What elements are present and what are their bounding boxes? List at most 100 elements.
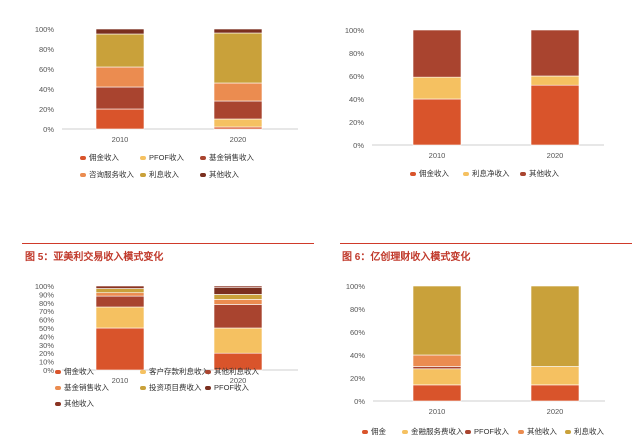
bar-segment bbox=[213, 82, 263, 102]
legend-item: 投资项目费收入 bbox=[140, 382, 202, 393]
bar-segment bbox=[213, 304, 263, 329]
chart-panel-4: 图 6：亿创理财收入模式变化 0% 20% 40% 60% 80% 100% 2010 202… bbox=[320, 240, 640, 438]
bar-segment bbox=[95, 108, 145, 130]
legend-item: 其他收入 bbox=[200, 169, 239, 180]
y-tick-label: 60% bbox=[39, 316, 54, 325]
bar-segment bbox=[213, 28, 263, 34]
legend-label: 其他收入 bbox=[527, 427, 557, 436]
legend-item: 其他利息收入 bbox=[205, 366, 259, 377]
bar-segment bbox=[213, 299, 263, 305]
x-category-label: 2020 bbox=[230, 376, 247, 385]
legend-item: 金融服务费收入 bbox=[402, 426, 464, 437]
legend-label: 基金销售收入 bbox=[64, 383, 109, 392]
legend-item: 利息净收入 bbox=[463, 168, 510, 179]
y-tick-label: 60% bbox=[39, 65, 54, 74]
bar-segment bbox=[213, 294, 263, 300]
bar-segment bbox=[213, 118, 263, 128]
legend-item: 咨询服务收入 bbox=[80, 169, 134, 180]
bar-segment bbox=[412, 366, 462, 370]
legend-item: PFOF收入 bbox=[140, 152, 184, 163]
y-tick-label: 80% bbox=[39, 45, 54, 54]
legend-swatch bbox=[55, 401, 61, 406]
legend-item: 基金销售收入 bbox=[55, 382, 109, 393]
x-category-label: 2010 bbox=[112, 135, 129, 144]
legend-item: 佣金收入 bbox=[55, 366, 94, 377]
bar-segment bbox=[95, 295, 145, 308]
legend-label: 佣金收入 bbox=[419, 169, 449, 178]
y-tick-label: 100% bbox=[35, 25, 55, 34]
bar-segment bbox=[95, 306, 145, 329]
bar-segment bbox=[530, 384, 580, 402]
bar-segment bbox=[412, 98, 462, 146]
bar-segment bbox=[530, 29, 580, 77]
chart-3-plot: 0%10%20%30%40%50%60%70%80%90%100% 2010 202… bbox=[35, 282, 298, 385]
y-tick-label: 80% bbox=[349, 49, 364, 58]
legend-item: 客户存款利息收入 bbox=[140, 366, 209, 377]
legend-swatch bbox=[520, 171, 526, 176]
chart-panel-2: 0% 20% 40% 60% 80% 100% 2010 2020 佣金收入 利息净收入 其他收入 bbox=[320, 0, 640, 219]
y-tick-label: 70% bbox=[39, 307, 54, 316]
bar-segment bbox=[412, 285, 462, 356]
chart-panel-3: 图 5：亚美利交易收入模式变化 0% 10% 20% 30% 40% 50% 60% 70% 8… bbox=[0, 240, 320, 438]
legend-swatch bbox=[140, 385, 146, 390]
legend-item: 其他收入 bbox=[518, 426, 557, 437]
legend-label: 基金销售收入 bbox=[209, 153, 254, 162]
bar-segment bbox=[213, 287, 263, 295]
legend-label: 咨询服务收入 bbox=[89, 170, 134, 179]
legend-swatch bbox=[362, 429, 368, 434]
y-tick-label: 60% bbox=[349, 72, 364, 81]
chart-3-title-rule bbox=[22, 243, 314, 244]
bar-segment bbox=[95, 86, 145, 110]
legend-swatch bbox=[55, 385, 61, 390]
y-tick-label: 0% bbox=[43, 366, 54, 375]
y-tick-label: 10% bbox=[39, 358, 54, 367]
legend-swatch bbox=[200, 172, 206, 177]
y-tick-label: 40% bbox=[349, 95, 364, 104]
legend-swatch bbox=[463, 171, 469, 176]
bar-segment bbox=[95, 285, 145, 289]
bar-segment bbox=[95, 288, 145, 294]
bar-segment bbox=[530, 84, 580, 146]
legend-swatch bbox=[402, 429, 408, 434]
legend-swatch bbox=[200, 155, 206, 160]
legend-swatch bbox=[55, 369, 61, 374]
bar-segment bbox=[213, 285, 263, 288]
chart-4-plot: 0% 20% 40% 60% 80% 100% 2010 2020 bbox=[346, 282, 605, 416]
legend-label: 利息净收入 bbox=[472, 169, 510, 178]
bar-segment bbox=[213, 126, 263, 130]
y-tick-label: 80% bbox=[39, 299, 54, 308]
x-category-label: 2020 bbox=[230, 135, 247, 144]
y-tick-label: 20% bbox=[39, 349, 54, 358]
legend-label: 佣金收入 bbox=[89, 153, 119, 162]
bar-segment bbox=[530, 366, 580, 386]
y-tick-label: 80% bbox=[350, 305, 365, 314]
legend-item: 基金销售收入 bbox=[200, 152, 254, 163]
y-tick-label: 60% bbox=[350, 328, 365, 337]
y-tick-label: 20% bbox=[39, 105, 54, 114]
legend-label: 金融服务费收入 bbox=[411, 427, 464, 436]
y-tick-label: 100% bbox=[346, 282, 366, 291]
legend-swatch bbox=[140, 369, 146, 374]
y-tick-label: 40% bbox=[39, 332, 54, 341]
y-tick-label: 0% bbox=[354, 397, 365, 406]
bar-segment bbox=[412, 76, 462, 100]
x-category-label: 2010 bbox=[112, 376, 129, 385]
y-tick-label: 20% bbox=[350, 374, 365, 383]
bar-segment bbox=[412, 29, 462, 78]
y-tick-label: 0% bbox=[353, 141, 364, 150]
legend-label: PFOF收入 bbox=[214, 383, 249, 392]
legend-swatch bbox=[465, 429, 471, 434]
chart-1-plot: 0% 20% 40% 60% 80% 100% 2010 2020 bbox=[35, 25, 298, 144]
legend-swatch bbox=[140, 172, 146, 177]
bar-segment bbox=[95, 28, 145, 35]
legend-label: 佣金收入 bbox=[64, 367, 94, 376]
legend-label: 其他收入 bbox=[64, 399, 94, 408]
x-category-label: 2020 bbox=[547, 407, 564, 416]
y-tick-label: 40% bbox=[350, 351, 365, 360]
legend-label: 其他收入 bbox=[529, 169, 559, 178]
y-tick-label: 50% bbox=[39, 324, 54, 333]
legend-item: PFOF收入 bbox=[205, 382, 249, 393]
y-tick-label: 90% bbox=[39, 290, 54, 299]
bar-segment bbox=[95, 327, 145, 371]
y-tick-label: 20% bbox=[349, 118, 364, 127]
